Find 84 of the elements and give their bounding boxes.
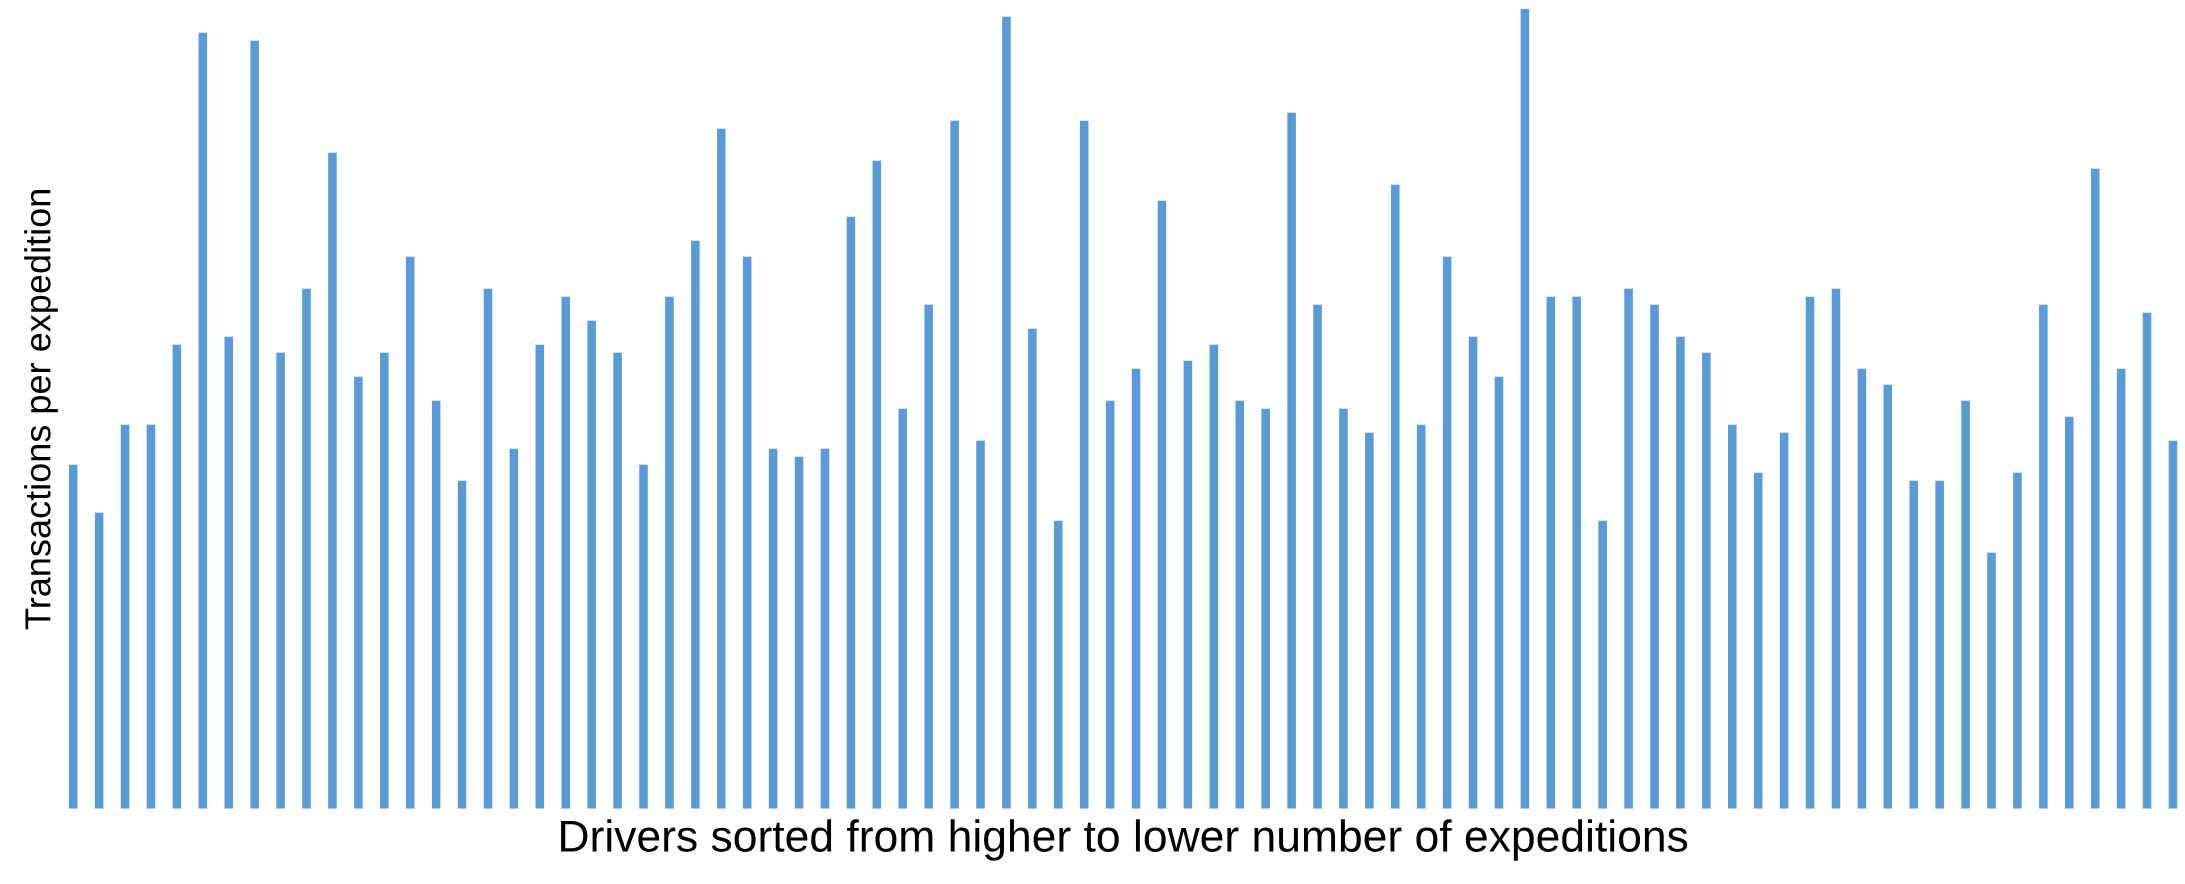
bar [1416,424,1426,809]
bar [1857,368,1867,809]
bar [1572,296,1582,809]
bar [535,344,545,809]
bar [405,256,415,809]
bar [1676,336,1685,809]
bar [1753,472,1763,809]
bar [1339,408,1348,809]
bar [198,32,208,809]
bar [172,344,182,809]
bar [2065,416,2074,809]
bar [1391,184,1400,809]
bar [1702,352,1711,809]
bar [120,424,130,809]
bar [1883,384,1893,809]
bar [146,424,156,809]
bar [1650,304,1659,809]
bar [1598,520,1607,809]
bar [2039,304,2048,809]
bar [1831,288,1841,809]
bar [768,448,778,809]
bar [924,304,933,809]
bar [1961,400,1970,809]
bar [613,352,622,809]
bar [794,456,804,809]
bar [302,288,311,809]
bar [2090,168,2100,809]
bar [224,336,234,809]
x-axis-title: Drivers sorted from higher to lower number of expeditions [561,819,1688,861]
bar [1468,336,1478,809]
bar [2142,312,2152,809]
bar [820,448,830,809]
bar [380,352,389,809]
bar [1779,432,1789,809]
bar [717,128,726,809]
bar [68,464,78,809]
bar [509,448,519,809]
bar [1728,424,1737,809]
bar [639,464,648,809]
bar [1287,112,1296,809]
bar [328,152,337,809]
bar [250,40,259,809]
bar [1079,120,1089,809]
bar [976,440,985,809]
bar [483,288,493,809]
bar [431,400,441,809]
bar [950,120,959,809]
bar [2116,368,2126,809]
bar [1909,480,1919,809]
bar [665,296,674,809]
bar [1157,200,1167,809]
bar [354,376,363,809]
bar [1028,328,1037,809]
bar [2013,472,2022,809]
bar [872,160,882,809]
bar [1365,432,1374,809]
y-axis-title: Transactions per expedition [24,190,58,630]
bar [898,408,908,809]
bar [1546,296,1556,809]
bar [1002,16,1011,809]
bar [276,352,285,809]
bar [1183,360,1193,809]
bar [1520,8,1530,809]
bar [1209,344,1219,809]
bar [2168,440,2178,809]
bar [846,216,856,809]
bar [94,512,104,809]
bar [1261,408,1270,809]
bar [1442,256,1452,809]
bar [1494,376,1504,809]
bar [457,480,467,809]
bar [1624,288,1633,809]
bar [1235,400,1245,809]
bar [691,240,700,809]
bar [1987,552,1996,809]
bar [1805,296,1815,809]
bar [1313,304,1322,809]
bar [561,296,571,809]
bar [1105,400,1115,809]
bar [587,320,596,809]
bar [1131,368,1141,809]
bar [1054,520,1063,809]
bar [1935,480,1944,809]
bar [742,256,752,809]
